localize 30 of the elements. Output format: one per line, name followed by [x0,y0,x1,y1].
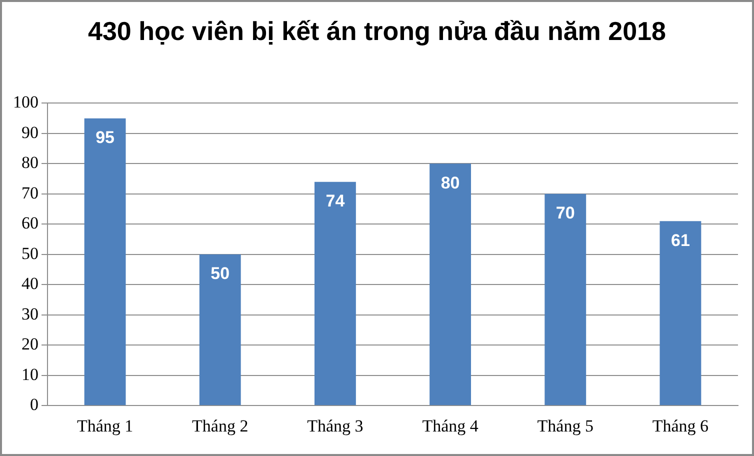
bar [660,221,702,406]
y-tick-label: 80 [22,153,38,172]
bar [314,182,356,406]
y-tick-label: 100 [13,92,38,112]
y-tick-label: 30 [22,304,38,324]
bar [544,194,586,406]
data-label: 80 [440,173,460,192]
x-tick-label: Tháng 6 [652,416,709,436]
x-tick-label: Tháng 2 [192,416,248,436]
y-tick-label: 20 [22,334,38,354]
data-label: 61 [670,230,690,250]
y-tick-label: 40 [22,274,38,294]
x-tick-label: Tháng 4 [422,416,479,436]
data-label: 70 [556,204,575,223]
data-label: 95 [96,128,115,148]
x-tick-label: Tháng 3 [307,416,364,436]
y-tick-label: 70 [22,183,38,202]
data-label: 74 [326,192,346,211]
bar [199,254,241,406]
y-tick-label: 10 [22,364,38,384]
y-tick-label: 50 [22,244,38,263]
bar [430,164,472,406]
y-tick-label: 60 [22,214,38,233]
bar [84,118,126,406]
y-tick-label: 90 [22,122,38,142]
x-tick-label: Tháng 1 [76,416,134,436]
y-tick-label: 0 [30,395,38,414]
x-tick-label: Tháng 5 [537,416,594,436]
data-label: 50 [210,264,230,284]
chart-title: 430 học viên bị kết án trong nửa đầu năm 2018 [86,15,667,48]
